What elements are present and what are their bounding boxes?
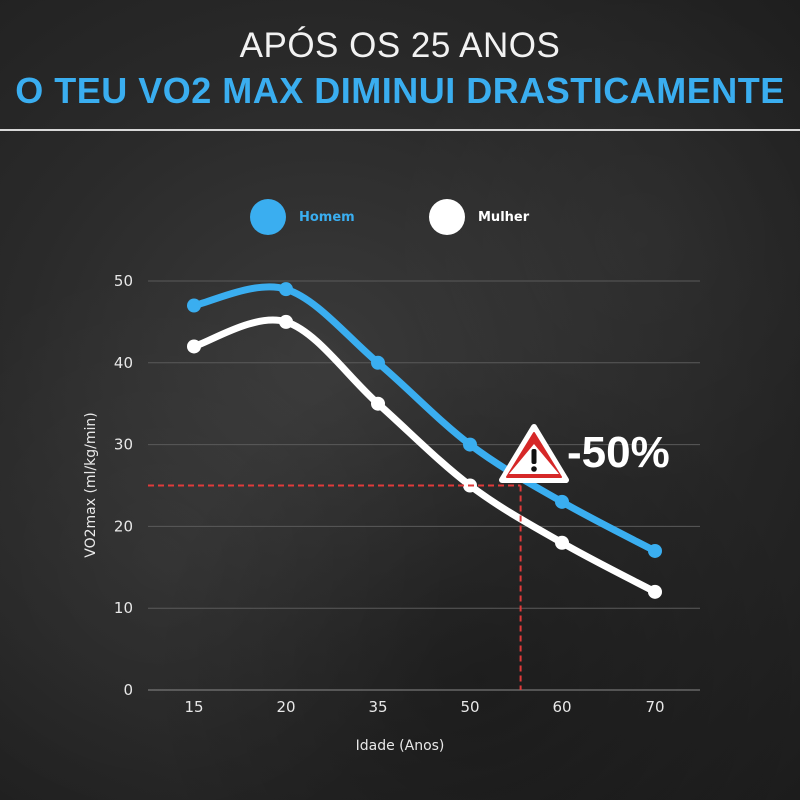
series-line-mulher [190, 316, 659, 596]
x-tick-label: 70 [645, 698, 664, 716]
series-line-homem [190, 283, 659, 555]
x-tick-label: 60 [552, 698, 571, 716]
data-point-mulher [371, 396, 385, 411]
data-point-mulher [279, 314, 293, 329]
x-tick-label: 15 [184, 698, 203, 716]
data-point-homem [279, 282, 293, 297]
x-tick-label: 50 [460, 698, 479, 716]
data-point-homem [648, 543, 662, 558]
legend-marker-mulher [429, 199, 465, 235]
header-divider [0, 129, 800, 131]
data-point-homem [371, 355, 385, 370]
y-tick-label: 10 [114, 599, 133, 617]
legend-marker-homem [250, 199, 286, 235]
annotation-text: -50% [567, 428, 670, 477]
y-tick-label: 20 [114, 517, 133, 535]
legend-label-mulher: Mulher [478, 210, 530, 225]
y-tick-label: 40 [114, 354, 133, 372]
x-tick-label: 35 [368, 698, 387, 716]
y-axis-label: VO2max (ml/kg/min) [83, 412, 99, 558]
legend-label-homem: Homem [299, 210, 355, 225]
data-point-homem [187, 298, 201, 313]
data-point-mulher [648, 584, 662, 599]
y-tick-label: 0 [123, 681, 133, 699]
x-tick-label: 20 [276, 698, 295, 716]
warning-triangle-icon [499, 424, 569, 483]
data-point-homem [555, 494, 569, 509]
data-point-homem [463, 437, 477, 452]
data-point-mulher [555, 535, 569, 550]
page-subtitle: O TEU VO2 MAX DIMINUI DRASTICAMENTE [15, 70, 785, 111]
x-axis-label: Idade (Anos) [356, 738, 445, 754]
y-tick-label: 50 [114, 272, 133, 290]
page-title: APÓS OS 25 ANOS [239, 26, 561, 65]
y-tick-label: 30 [114, 436, 133, 454]
data-point-mulher [187, 339, 201, 354]
